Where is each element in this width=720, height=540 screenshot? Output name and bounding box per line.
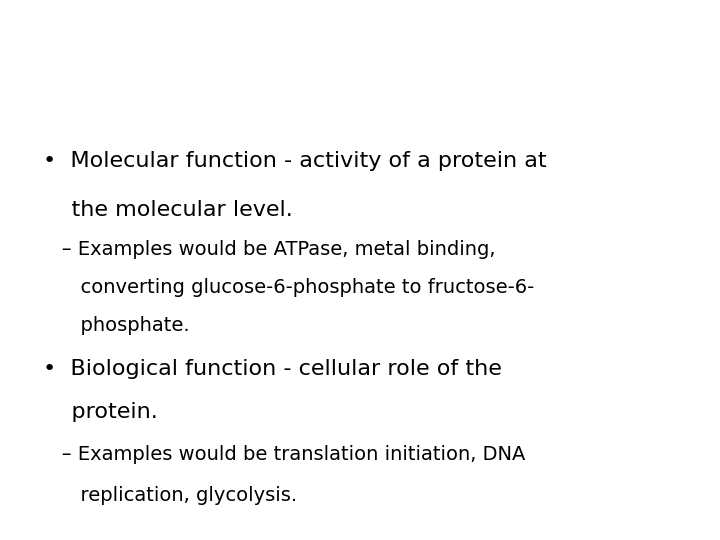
Text: replication, glycolysis.: replication, glycolysis. <box>43 486 297 505</box>
Text: converting glucose-6-phosphate to fructose-6-: converting glucose-6-phosphate to fructo… <box>43 278 534 297</box>
Text: •  Biological function - cellular role of the: • Biological function - cellular role of… <box>43 359 502 379</box>
Text: protein.: protein. <box>43 402 158 422</box>
Text: – Examples would be translation initiation, DNA: – Examples would be translation initiati… <box>43 446 526 464</box>
Text: the molecular level.: the molecular level. <box>43 200 293 220</box>
Text: – Examples would be ATPase, metal binding,: – Examples would be ATPase, metal bindin… <box>43 240 495 259</box>
Text: •  Molecular function - activity of a protein at: • Molecular function - activity of a pro… <box>43 151 546 171</box>
Text: phosphate.: phosphate. <box>43 316 190 335</box>
